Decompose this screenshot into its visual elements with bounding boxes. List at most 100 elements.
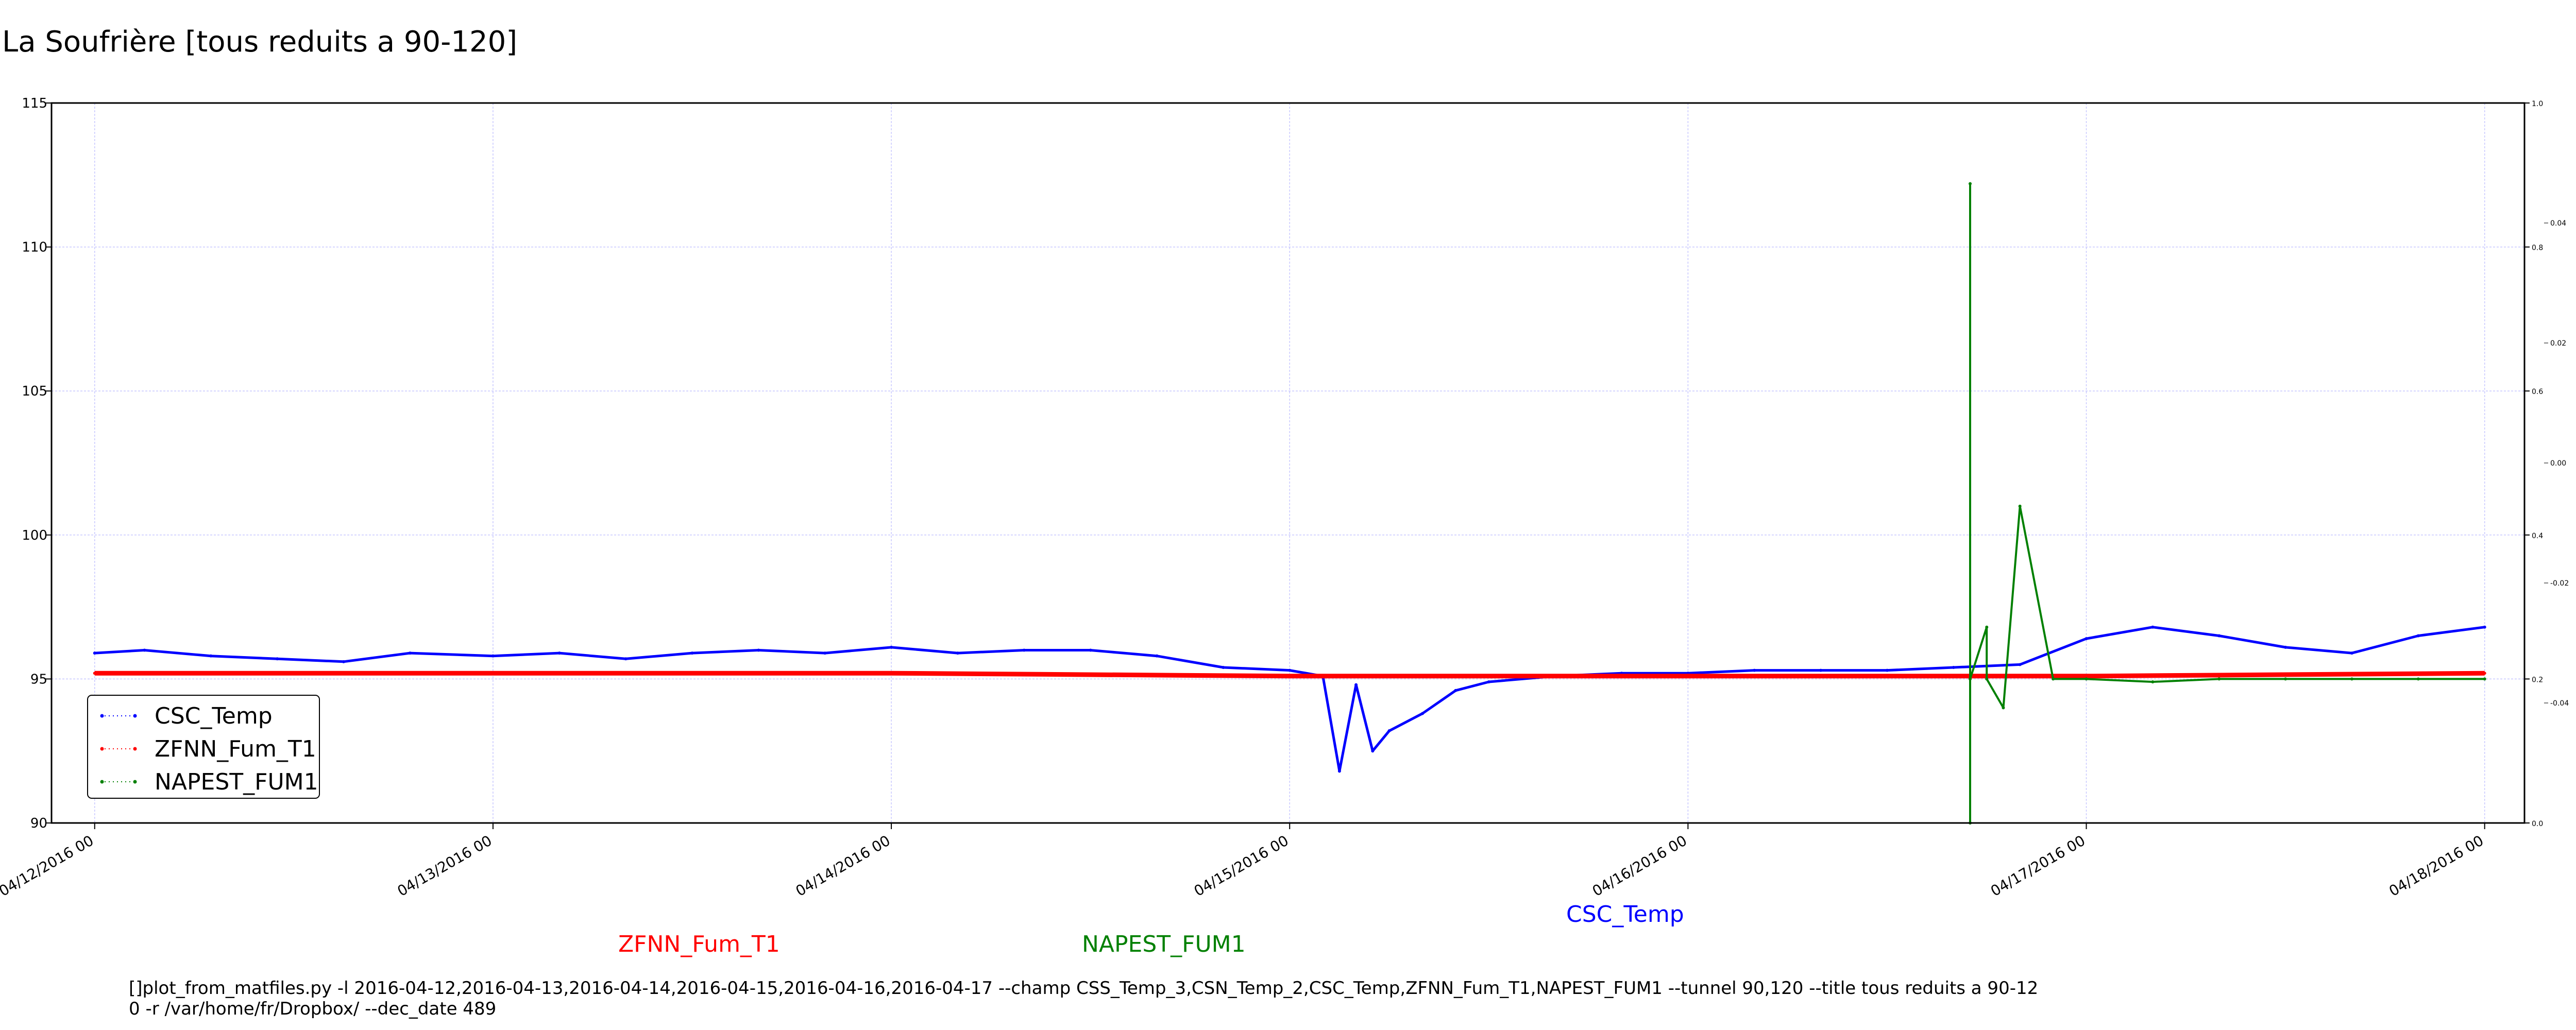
legend-box (87, 695, 320, 799)
right-axis-b: 0.04 0.02 0.00 -0.02 -0.04 (2544, 219, 2569, 708)
series-point (1454, 689, 1458, 692)
series-point (1288, 674, 1292, 678)
series-line (1969, 182, 2485, 824)
series-point (408, 651, 412, 655)
command-text: []plot_from_matfiles.py -l 2016-04-12,20… (129, 978, 2038, 1019)
x-axis: 04/12/2016 00 04/13/2016 00 04/14/2016 00 0… (0, 823, 2486, 900)
series-point (690, 651, 694, 655)
series-point (1985, 677, 1989, 681)
y-axis: 90 95 100 105 110 115 (22, 96, 52, 831)
series-point (1753, 668, 1756, 672)
gridlines (52, 103, 2524, 823)
legend-item: NAPEST_FUM1 (100, 769, 318, 795)
series-point (1371, 749, 1375, 753)
x-tick-label: 04/15/2016 00 (1191, 832, 1292, 900)
series-point (1487, 680, 1490, 683)
series-point (2084, 677, 2088, 681)
legend-marker (133, 747, 137, 751)
legend-marker (133, 714, 137, 718)
y-tick-label: 105 (22, 384, 47, 399)
series-point (276, 657, 279, 661)
legend-item: ZFNN_Fum_T1 (100, 736, 316, 762)
bottom-label-CSC_Temp: CSC_Temp (1566, 901, 1684, 928)
x-tick-label: 04/16/2016 00 (1589, 832, 1690, 900)
legend-label: ZFNN_Fum_T1 (155, 736, 316, 762)
y-tick-label: 110 (22, 240, 47, 255)
legend-marker (100, 780, 104, 784)
series-point (2217, 677, 2221, 681)
series-point (1022, 648, 1026, 652)
right-b-tick-label: 0.04 (2550, 219, 2566, 228)
series-layer (93, 182, 2486, 825)
right-axis-a: 0.0 0.2 0.4 0.6 0.8 1.0 (2524, 100, 2543, 828)
series-point (1686, 674, 1690, 678)
legend-marker (100, 747, 104, 751)
series-point (2350, 677, 2353, 681)
series-point (624, 657, 628, 661)
x-tick-label: 04/13/2016 00 (395, 832, 495, 900)
series-point (1288, 668, 1292, 672)
y-tick-label: 90 (30, 816, 47, 831)
series-point (2284, 645, 2287, 649)
right-b-tick-label: -0.02 (2550, 579, 2569, 588)
y-tick-label: 95 (30, 672, 47, 687)
right-b-tick-label: -0.04 (2550, 699, 2569, 708)
series-NAPEST_FUM1 (1969, 182, 2486, 825)
series-point (2217, 634, 2221, 638)
command-line: 0 -r /var/home/fr/Dropbox/ --dec_date 48… (129, 999, 496, 1019)
series-point (2416, 677, 2420, 681)
legend-marker (100, 714, 104, 718)
series-point (2018, 663, 2022, 666)
y-tick-label: 100 (22, 528, 47, 543)
series-point (2052, 677, 2055, 681)
series-point (1420, 712, 1424, 715)
series-point (491, 654, 495, 658)
series-point (2151, 625, 2155, 629)
legend-label: NAPEST_FUM1 (155, 769, 318, 795)
legend: CSC_Temp ZFNN_Fum_T1 NAPEST_FUM1 (87, 695, 320, 799)
right-a-tick-label: 0.8 (2532, 244, 2543, 252)
series-point (2018, 504, 2022, 508)
series-point (2151, 680, 2155, 683)
series-point (1969, 677, 1972, 681)
series-point (1155, 654, 1159, 658)
right-a-tick-label: 0.2 (2532, 676, 2543, 684)
x-tick-label: 04/12/2016 00 (0, 832, 96, 900)
series-point (143, 648, 146, 652)
series-point (2350, 651, 2353, 655)
series-point (342, 660, 345, 663)
series-point (1952, 666, 1955, 670)
series-point (1337, 769, 1341, 773)
bottom-label-ZFNN_Fum_T1: ZFNN_Fum_T1 (618, 931, 780, 957)
series-point (1885, 668, 1889, 672)
series-point (1222, 666, 1225, 670)
series-point (2483, 625, 2486, 629)
series-point (93, 651, 96, 655)
series-line (94, 626, 2485, 772)
command-line: []plot_from_matfiles.py -l 2016-04-12,20… (129, 978, 2038, 999)
legend-label: CSC_Temp (155, 703, 273, 729)
chart-title: La Soufrière [tous reduits a 90-120] (2, 25, 517, 59)
y-tick-label: 115 (22, 96, 47, 111)
series-point (757, 648, 760, 652)
series-point (2284, 677, 2287, 681)
x-tick-label: 04/14/2016 00 (793, 832, 893, 900)
series-point (2002, 706, 2005, 710)
series-point (1387, 729, 1391, 733)
legend-marker (133, 780, 137, 784)
series-point (1985, 625, 1989, 629)
plot-frame (50, 102, 2526, 824)
right-b-tick-label: 0.00 (2550, 459, 2566, 468)
right-a-tick-label: 0.6 (2532, 388, 2543, 396)
series-point (491, 672, 495, 675)
series-point (2483, 677, 2486, 681)
series-point (1819, 668, 1823, 672)
x-tick-label: 04/17/2016 00 (1988, 832, 2088, 900)
series-point (1354, 683, 1358, 686)
series-point (2084, 674, 2088, 678)
bottom-label-NAPEST_FUM1: NAPEST_FUM1 (1082, 931, 1246, 957)
series-point (2483, 672, 2486, 675)
right-a-tick-label: 0.0 (2532, 820, 2543, 828)
series-point (93, 672, 96, 675)
right-a-tick-label: 1.0 (2532, 100, 2543, 108)
